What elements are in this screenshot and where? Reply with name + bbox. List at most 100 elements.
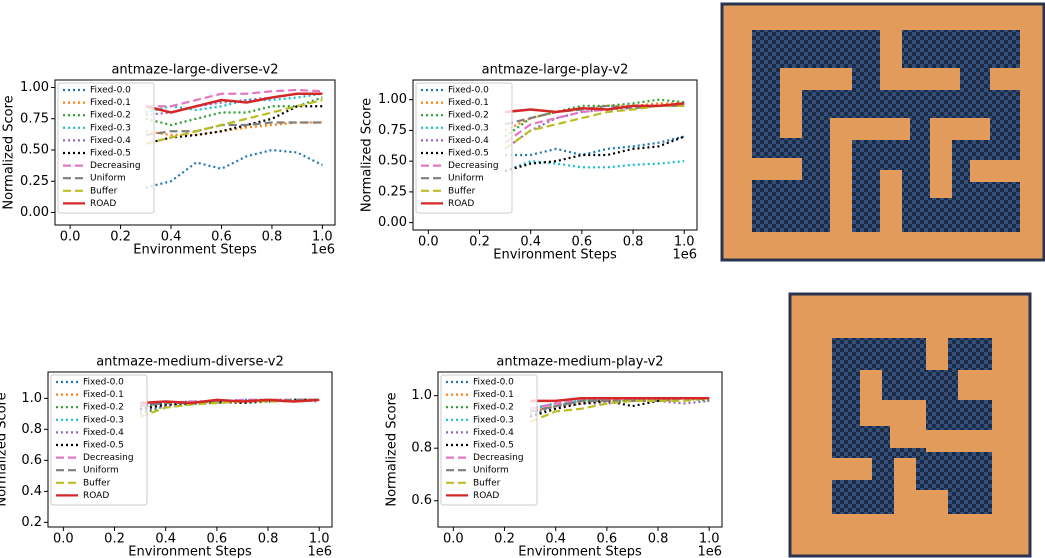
legend-label: Fixed-0.0	[448, 86, 489, 96]
plot-frame	[437, 371, 723, 528]
series-line	[505, 135, 685, 157]
chart: antmaze-medium-play-v2 0.6 0.8 1.0 0.0 0.2 0.4…	[385, 355, 723, 558]
x-tick-label: 0.2	[494, 532, 515, 547]
legend-label: Fixed-0.2	[473, 403, 514, 413]
x-tick-label: 1.0	[674, 235, 695, 250]
x-offset-label: 1e6	[310, 243, 335, 258]
y-tick-label: 0.25	[378, 184, 407, 199]
series-line	[529, 397, 710, 423]
legend-label: Fixed-0.2	[448, 111, 489, 121]
y-tick-label: 0.75	[20, 111, 49, 126]
series-line	[504, 104, 685, 150]
series-line	[530, 397, 710, 403]
x-offset-label: 1e6	[672, 248, 697, 263]
x-tick-label: 0.6	[597, 532, 618, 547]
x-tick-label: 0.0	[443, 532, 464, 547]
legend-label: Fixed-0.2	[83, 403, 124, 413]
legend-box	[57, 82, 155, 214]
x-tick-label: 0.0	[418, 235, 439, 250]
legend-label: Fixed-0.4	[448, 136, 489, 146]
x-tick-label: 0.8	[262, 230, 283, 245]
series-line	[529, 397, 710, 418]
legend-label: Buffer	[448, 186, 476, 196]
x-tick-label: 0.0	[60, 230, 81, 245]
y-tick-label: 1.0	[21, 391, 42, 406]
legend-label: Fixed-0.1	[90, 98, 131, 108]
x-tick-label: 0.4	[520, 235, 541, 250]
legend-label: Fixed-0.3	[473, 415, 514, 425]
series-line	[145, 98, 323, 145]
legend-label: Fixed-0.4	[473, 428, 514, 438]
chart-title: antmaze-medium-play-v2	[496, 355, 663, 370]
y-tick-label: 1.00	[378, 92, 407, 107]
x-tick-label: 0.8	[623, 235, 644, 250]
series-line	[145, 88, 323, 108]
y-axis-label: Normalized Score	[2, 95, 17, 209]
x-axis-label: Environment Steps	[128, 545, 252, 558]
x-tick-label: 0.4	[545, 532, 566, 547]
legend: Fixed-0.0 Fixed-0.1 Fixed-0.2 Fixed-0.3 Fixe…	[50, 374, 148, 506]
legend-label: Buffer	[83, 478, 111, 488]
x-tick-label: 0.8	[648, 532, 669, 547]
series-line	[145, 92, 323, 114]
series-line	[145, 92, 323, 114]
legend-label: ROAD	[90, 199, 116, 209]
y-tick-label: 0.6	[411, 493, 432, 508]
chart-title: antmaze-large-diverse-v2	[111, 63, 278, 78]
y-tick-label: 0.75	[378, 123, 407, 138]
series-line	[504, 135, 685, 173]
y-axis-label: Normalized Score	[0, 392, 10, 506]
x-tick-label: 0.6	[572, 235, 593, 250]
y-tick-label: 0.8	[411, 441, 432, 456]
legend-label: Uniform	[90, 174, 126, 184]
legend-box	[415, 82, 513, 214]
y-tick-label: 0.00	[378, 215, 407, 230]
series-line	[140, 398, 320, 405]
y-tick-label: 0.4	[21, 484, 42, 499]
series-line	[504, 104, 685, 150]
x-tick-label: 0.0	[53, 532, 74, 547]
x-tick-label: 1.0	[309, 532, 330, 547]
legend-label: Fixed-0.0	[473, 378, 514, 388]
x-tick-label: 0.6	[211, 230, 232, 245]
legend-label: Buffer	[473, 478, 501, 488]
y-tick-label: 0.8	[21, 422, 42, 437]
legend-label: Fixed-0.3	[90, 123, 131, 133]
x-axis-label: Environment Steps	[493, 248, 617, 263]
chart-title: antmaze-medium-diverse-v2	[96, 355, 284, 370]
legend-label: Fixed-0.5	[448, 149, 489, 159]
chart: antmaze-medium-diverse-v2 0.2 0.4 0.6 0.8 1.0…	[0, 355, 333, 558]
x-tick-label: 0.2	[110, 230, 131, 245]
legend-label: Fixed-0.5	[90, 149, 131, 159]
legend-label: Fixed-0.0	[90, 86, 131, 96]
legend-label: Fixed-0.3	[83, 415, 124, 425]
legend-label: Buffer	[90, 186, 118, 196]
x-tick-label: 0.4	[161, 230, 182, 245]
chart: antmaze-large-diverse-v2 0.00 0.25 0.50 0.75…	[2, 63, 336, 258]
legend-label: Decreasing	[473, 453, 524, 463]
x-offset-label: 1e6	[307, 545, 332, 558]
y-tick-label: 1.00	[20, 80, 49, 95]
legend-label: Decreasing	[448, 161, 499, 171]
legend: Fixed-0.0 Fixed-0.1 Fixed-0.2 Fixed-0.3 Fixe…	[415, 82, 513, 214]
legend-label: Fixed-0.4	[90, 136, 131, 146]
y-tick-label: 0.25	[20, 174, 49, 189]
legend-label: Fixed-0.5	[83, 441, 124, 451]
chart-title: antmaze-large-play-v2	[482, 63, 629, 78]
y-tick-label: 1.0	[411, 388, 432, 403]
series-line	[504, 160, 685, 173]
legend-label: Uniform	[83, 466, 119, 476]
legend-label: Fixed-0.1	[473, 390, 514, 400]
x-tick-label: 0.8	[258, 532, 279, 547]
x-offset-label: 1e6	[697, 545, 722, 558]
series-line	[504, 104, 685, 144]
legend-label: Decreasing	[83, 453, 134, 463]
legend: Fixed-0.0 Fixed-0.1 Fixed-0.2 Fixed-0.3 Fixe…	[440, 374, 538, 506]
maze-large	[720, 2, 1045, 262]
x-axis-label: Environment Steps	[518, 545, 642, 558]
x-tick-label: 0.6	[207, 532, 228, 547]
legend-label: Fixed-0.5	[473, 441, 514, 451]
y-tick-label: 0.6	[21, 453, 42, 468]
